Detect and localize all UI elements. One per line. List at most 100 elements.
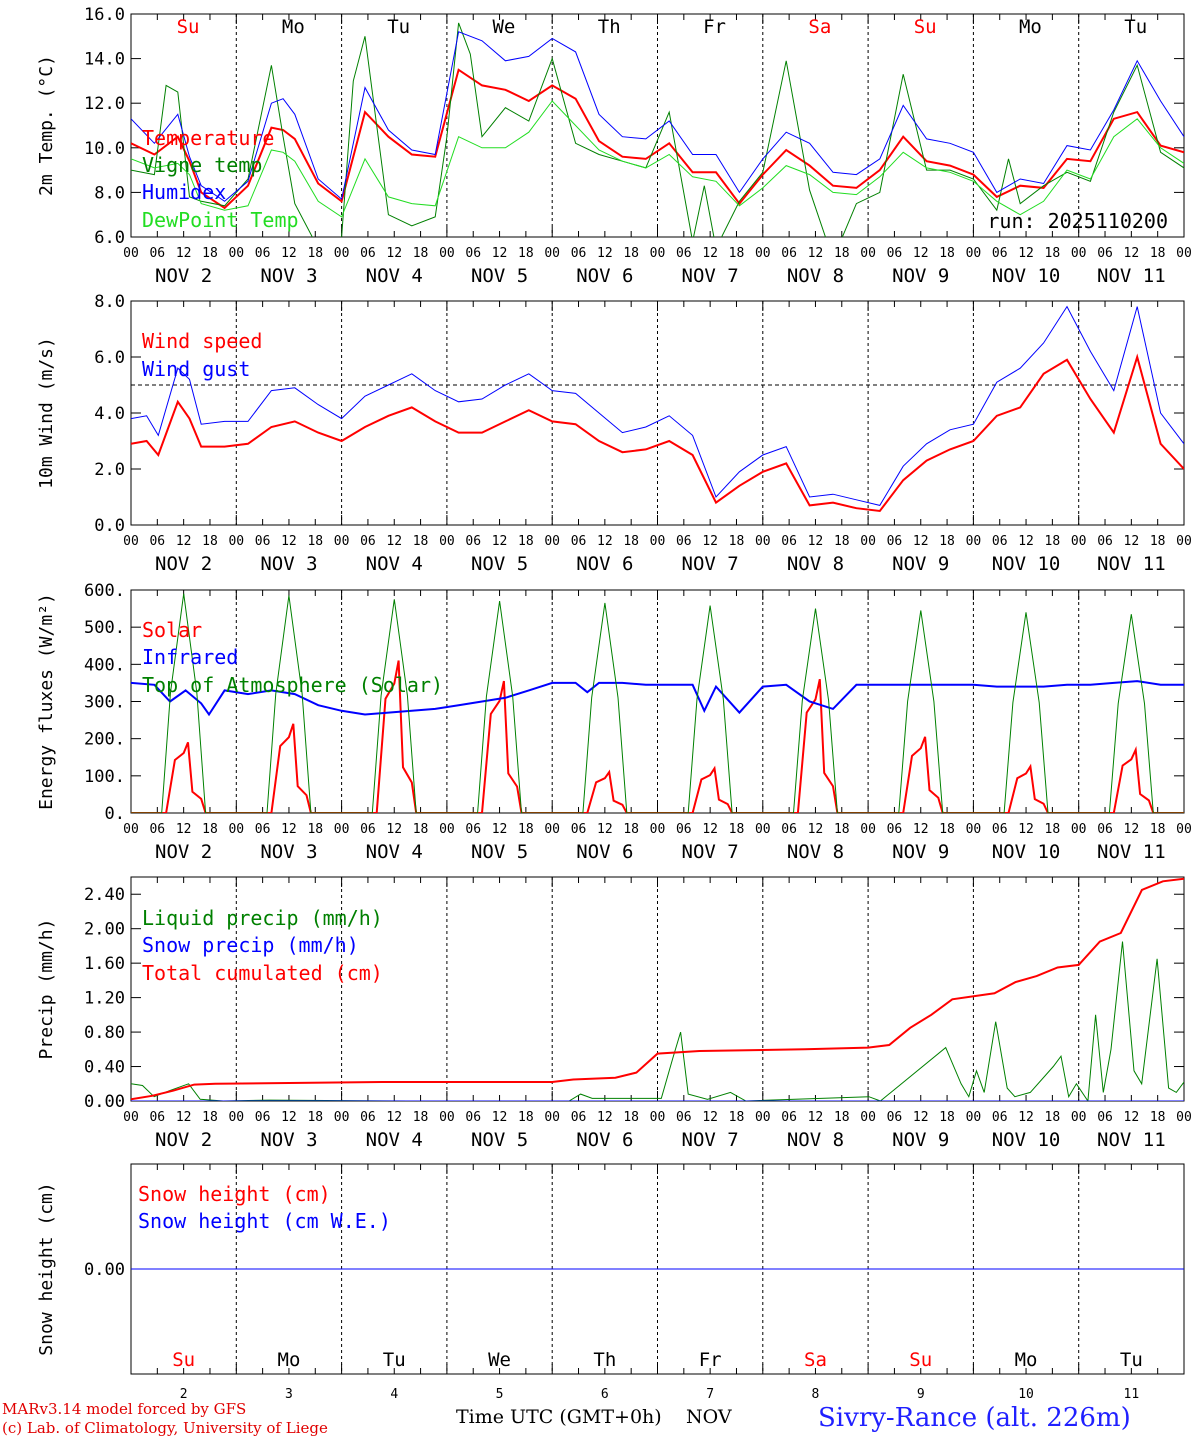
hour-label: 18 [518,822,534,837]
hour-label: 12 [1124,246,1140,261]
date-label: NOV 7 [682,841,739,863]
date-label: NOV 11 [1097,1129,1166,1151]
day-name: Su [914,16,937,38]
hour-label: 12 [281,822,297,837]
hour-label: 12 [176,534,192,549]
series-line-wind-gust [131,305,1184,506]
hour-label: 18 [307,246,323,261]
hour-label: 00 [439,1110,455,1125]
hour-label: 00 [334,534,350,549]
hour-label: 00 [1176,822,1192,837]
hour-label: 00 [1071,822,1087,837]
day-number: 3 [285,1387,293,1402]
hour-label: 18 [518,534,534,549]
y-axis-label: Snow height (cm) [36,1182,57,1355]
hour-label: 00 [1176,534,1192,549]
date-label: NOV 6 [576,1129,633,1151]
hour-label: 06 [676,534,692,549]
hour-label: 06 [571,246,587,261]
y-tick-label: 1.60 [84,954,125,974]
series-line-humidex [131,31,1184,202]
y-tick-label: 500. [84,618,125,638]
hour-label: 00 [123,534,139,549]
series-line-infrared [131,680,1184,717]
date-label: NOV 4 [366,1129,423,1151]
day-name: Fr [699,1349,722,1371]
hour-label: 12 [281,534,297,549]
hour-label: 12 [1018,246,1034,261]
date-label: NOV 7 [682,1129,739,1151]
day-number: 8 [812,1387,820,1402]
date-label: NOV 4 [366,553,423,575]
legend-entry: Top of Atmosphere (Solar) [142,673,443,697]
legend-entry: Total cumulated (cm) [142,961,383,985]
hour-label: 06 [465,1110,481,1125]
date-label: NOV 3 [260,553,317,575]
date-label: NOV 6 [576,265,633,287]
date-label: NOV 8 [787,553,844,575]
day-number: 9 [917,1387,925,1402]
hour-label: 06 [887,246,903,261]
legend-entry: Infrared [142,645,238,669]
hour-label: 06 [571,1110,587,1125]
hour-label: 00 [1071,534,1087,549]
y-tick-label: 4.0 [94,404,125,424]
hour-label: 18 [413,534,429,549]
hour-label: 00 [650,246,666,261]
series-line-liquid-precip-mm-h [131,941,1184,1101]
date-label: NOV 3 [260,841,317,863]
day-name: Su [172,1349,195,1371]
hour-label: 12 [597,1110,613,1125]
y-tick-label: 14.0 [84,50,125,70]
hour-label: 06 [571,822,587,837]
hour-label: 18 [202,246,218,261]
hour-label: 00 [755,246,771,261]
series-line-wind-speed [131,353,1184,513]
hour-label: 06 [1097,822,1113,837]
hour-label: 00 [860,822,876,837]
hour-label: 06 [887,534,903,549]
y-tick-label: 0.80 [84,1023,125,1043]
hour-label: 12 [1018,1110,1034,1125]
series-line-total-cumulated-cm [131,877,1184,1101]
panel-3: 00 06 12 18 00 06 12 18 00 06 12 18 00 06 12 18 00 06 12 18… [36,581,1192,863]
day-name: Su [909,1349,932,1371]
hour-label: 00 [228,822,244,837]
date-label: NOV 5 [471,1129,528,1151]
hour-label: 06 [255,1110,271,1125]
hour-label: 12 [1124,1110,1140,1125]
hour-label: 12 [1018,822,1034,837]
hour-label: 00 [544,1110,560,1125]
hour-label: 18 [623,1110,639,1125]
hour-label: 06 [781,1110,797,1125]
hour-label: 12 [1018,534,1034,549]
day-name: Th [598,16,621,38]
hour-label: 00 [1071,1110,1087,1125]
y-tick-label: 0.00 [84,1260,125,1280]
day-name: Mo [282,16,305,38]
hour-label: 18 [623,534,639,549]
hour-label: 18 [1045,534,1061,549]
hour-label: 00 [228,246,244,261]
legend-entry: Liquid precip (mm/h) [142,906,383,930]
date-label: NOV 9 [892,841,949,863]
hour-label: 00 [755,534,771,549]
date-label: NOV 9 [892,553,949,575]
model-credit: MARv3.14 model forced by GFS [2,1400,246,1418]
y-tick-label: 600. [84,581,125,601]
hour-label: 00 [1176,246,1192,261]
date-label: NOV 7 [682,553,739,575]
day-name: Fr [703,16,726,38]
hour-label: 12 [176,822,192,837]
hour-label: 18 [729,246,745,261]
hour-label: 18 [834,534,850,549]
day-name: We [488,1349,511,1371]
date-label: NOV 5 [471,265,528,287]
y-axis-label: Precip (mm/h) [36,919,57,1060]
hour-label: 06 [149,822,165,837]
panels: 00 06 12 18 00 06 12 18 00 06 12 18 00 06 12 18 00 06 12 18… [36,5,1192,1402]
hour-label: 12 [492,822,508,837]
day-number: 10 [1018,1387,1034,1402]
day-number: 7 [706,1387,714,1402]
